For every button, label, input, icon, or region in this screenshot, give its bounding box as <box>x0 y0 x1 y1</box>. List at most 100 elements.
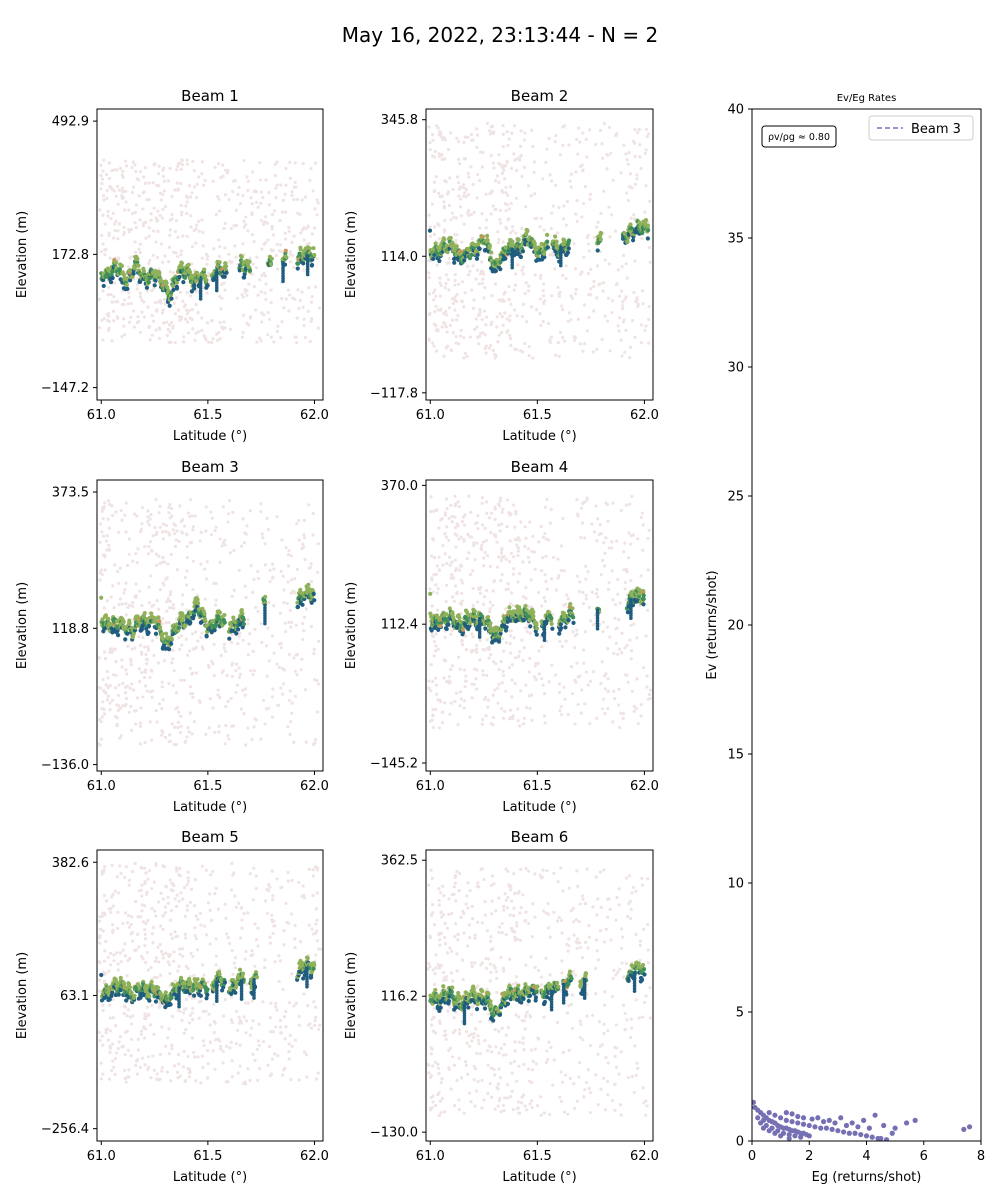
noise-point <box>174 218 179 223</box>
noise-point <box>231 510 235 515</box>
noise-point <box>302 518 307 523</box>
noise-point <box>118 566 122 570</box>
noise-point <box>584 597 588 601</box>
signal-point <box>153 278 158 283</box>
noise-point <box>515 348 519 352</box>
noise-point <box>443 157 447 161</box>
noise-point <box>554 353 558 357</box>
noise-point <box>287 225 291 230</box>
noise-point <box>140 298 144 302</box>
noise-point <box>439 135 443 139</box>
noise-point <box>439 131 443 135</box>
noise-point <box>640 236 644 241</box>
panel-title: Beam 2 <box>511 87 569 105</box>
noise-point <box>157 607 161 611</box>
noise-point <box>213 529 217 533</box>
noise-point <box>120 665 124 669</box>
noise-point <box>162 179 167 183</box>
signal-point <box>625 610 630 615</box>
noise-point <box>149 513 153 517</box>
noise-point <box>610 569 614 573</box>
noise-point <box>114 510 118 514</box>
noise-point <box>288 608 292 612</box>
noise-point <box>579 535 583 540</box>
signal-point <box>295 266 300 271</box>
noise-point <box>548 340 552 344</box>
noise-point <box>191 528 195 532</box>
signal-point <box>629 611 633 615</box>
noise-point <box>199 530 203 534</box>
noise-point <box>157 336 161 341</box>
signal-point <box>132 266 137 271</box>
signal-point <box>518 254 524 260</box>
noise-point <box>555 231 560 235</box>
noise-point <box>500 188 504 192</box>
noise-point <box>168 166 172 171</box>
noise-point <box>484 539 488 543</box>
noise-point <box>628 638 632 642</box>
noise-point <box>241 330 245 334</box>
noise-point <box>292 198 296 202</box>
noise-point <box>121 169 125 173</box>
noise-point <box>464 679 468 683</box>
noise-point <box>212 247 216 251</box>
noise-point <box>436 608 440 612</box>
noise-point <box>547 136 551 141</box>
noise-point <box>484 315 489 319</box>
noise-point <box>234 668 238 673</box>
signal-point <box>477 616 482 621</box>
noise-point <box>302 317 306 321</box>
noise-point <box>450 348 454 352</box>
noise-point <box>103 248 107 252</box>
noise-point <box>624 295 628 299</box>
noise-point <box>168 593 172 597</box>
noise-point <box>221 541 225 545</box>
noise-point <box>647 317 651 321</box>
noise-point <box>565 593 569 597</box>
noise-point <box>495 540 499 544</box>
noise-point <box>566 319 570 324</box>
noise-point <box>498 499 502 503</box>
noise-point <box>500 681 504 685</box>
noise-point <box>608 635 612 639</box>
noise-point <box>613 229 617 233</box>
signal-point <box>485 615 491 620</box>
signal-point <box>149 611 154 616</box>
noise-point <box>259 502 263 506</box>
noise-point <box>230 674 234 678</box>
noise-point <box>468 715 472 719</box>
noise-point <box>590 590 594 594</box>
noise-point <box>289 625 293 629</box>
signal-point <box>480 234 486 239</box>
noise-point <box>145 198 149 202</box>
signal-point <box>525 229 530 234</box>
noise-point <box>484 192 488 196</box>
noise-point <box>301 621 305 626</box>
noise-point <box>448 176 452 180</box>
noise-point <box>548 173 552 177</box>
noise-point <box>102 158 106 162</box>
noise-point <box>575 661 579 665</box>
noise-point <box>271 562 275 566</box>
noise-point <box>191 647 195 651</box>
noise-point <box>489 343 493 348</box>
noise-point <box>129 227 134 231</box>
noise-point <box>499 578 503 583</box>
noise-point <box>557 682 562 686</box>
signal-point <box>214 275 219 280</box>
noise-point <box>458 667 462 671</box>
noise-point <box>110 300 114 304</box>
noise-point <box>227 737 231 741</box>
noise-point <box>615 282 619 286</box>
noise-point <box>127 320 132 324</box>
noise-point <box>157 554 161 558</box>
noise-point <box>489 530 493 535</box>
noise-point <box>101 169 105 173</box>
noise-point <box>170 212 174 217</box>
signal-point <box>528 624 533 629</box>
noise-point <box>100 177 105 181</box>
noise-point <box>115 703 119 707</box>
noise-point <box>588 197 592 201</box>
noise-point <box>228 327 232 331</box>
noise-point <box>603 258 607 262</box>
